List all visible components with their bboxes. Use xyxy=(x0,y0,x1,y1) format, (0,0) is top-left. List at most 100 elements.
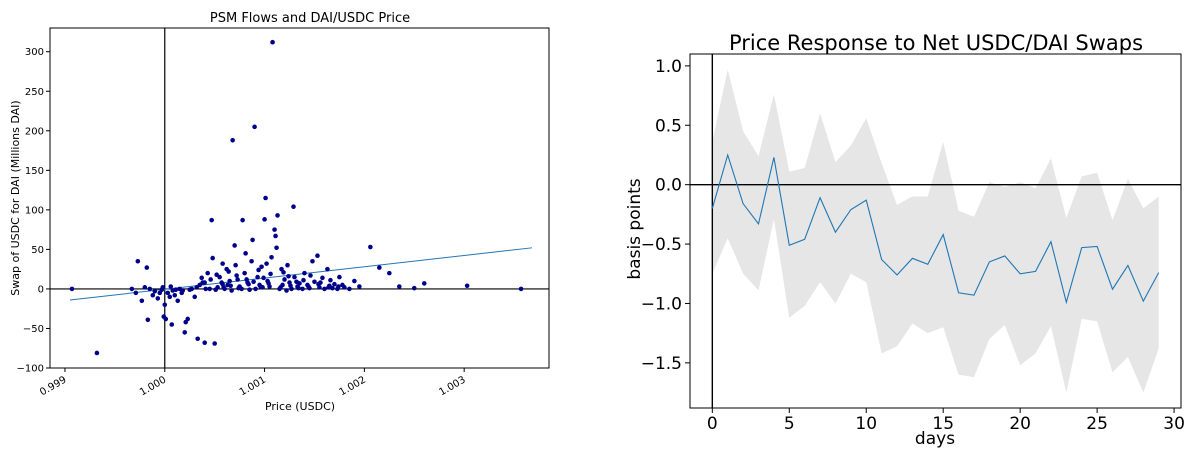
chart1-y-axis-label: Swap of USDC for DAI (Millions DAI) xyxy=(9,100,22,295)
chart1-point xyxy=(377,265,382,270)
chart1-x-tick-label: 1.002 xyxy=(338,375,368,399)
chart1-point xyxy=(368,244,373,250)
chart2-x-tick-label: 15 xyxy=(932,414,954,434)
chart1-point xyxy=(185,316,191,322)
chart1-point xyxy=(337,274,342,280)
chart1-y-tick-label: 250 xyxy=(25,87,44,98)
chart1-point xyxy=(221,285,226,290)
chart1-points xyxy=(69,39,524,356)
chart1-reference-lines xyxy=(50,28,549,368)
chart1-point xyxy=(268,271,273,277)
chart1-point xyxy=(252,124,257,130)
chart1-point xyxy=(326,285,331,290)
chart1-point xyxy=(129,286,135,292)
chart1-y-tick-label: 0 xyxy=(38,284,44,295)
chart1-point xyxy=(227,278,232,284)
chart1-fit-line-group xyxy=(69,247,533,301)
chart1-x-tick-label: 1.001 xyxy=(238,375,268,399)
chart1-point xyxy=(162,302,168,308)
chart1-point xyxy=(262,217,267,222)
chart1-point xyxy=(518,286,524,292)
chart1-point xyxy=(286,273,291,279)
chart1-point xyxy=(291,204,296,209)
chart1-point xyxy=(302,270,307,276)
chart1-point xyxy=(284,288,289,293)
chart2-x-axis-label: days xyxy=(915,429,955,449)
chart1-point xyxy=(192,294,198,300)
chart1-point xyxy=(160,285,166,290)
chart1-point xyxy=(214,272,219,278)
chart2-response-line-group xyxy=(711,153,1160,305)
chart1-point xyxy=(301,277,306,283)
chart1-point xyxy=(249,258,254,264)
chart1-point xyxy=(264,261,269,266)
chart1-point xyxy=(312,279,317,285)
chart1-point xyxy=(274,245,279,251)
chart1-point xyxy=(145,317,151,323)
chart1-point xyxy=(292,274,297,280)
chart2-y-tick-label: −0.5 xyxy=(641,235,682,255)
chart1-point xyxy=(244,277,249,282)
chart1-point xyxy=(285,262,290,268)
psm-scatter-chart: PSM Flows and DAI/USDC Price 0.999 1.000 1… xyxy=(9,11,550,413)
chart1-point xyxy=(306,284,311,289)
chart1-point xyxy=(275,213,280,218)
chart1-point xyxy=(163,316,169,322)
chart1-point xyxy=(228,283,233,289)
chart2-response-line xyxy=(711,153,1160,305)
chart1-point xyxy=(182,330,188,335)
chart1-point xyxy=(281,270,286,275)
chart1-x-tick-label: 1.003 xyxy=(437,375,467,399)
chart1-point xyxy=(270,39,275,45)
chart1-point xyxy=(397,284,402,289)
chart1-point xyxy=(464,283,470,289)
chart1-point xyxy=(220,261,225,266)
chart1-point xyxy=(246,281,251,287)
chart1-point xyxy=(282,277,287,282)
chart1-y-tick-label: 50 xyxy=(31,245,44,256)
chart2-y-tick-label: 0.0 xyxy=(655,176,682,196)
chart1-point xyxy=(342,285,347,290)
chart2-title: Price Response to Net USDC/DAI Swaps xyxy=(729,31,1143,55)
chart2-y-tick-label: 1.0 xyxy=(655,57,682,77)
chart1-point xyxy=(294,279,299,285)
chart1-y-ticks: −100 −50 0 50 100 150 200 250 300 xyxy=(17,47,50,375)
chart1-point xyxy=(332,281,337,287)
chart1-point xyxy=(135,258,141,264)
chart1-y-tick-label: −100 xyxy=(17,364,44,375)
chart2-x-tick-label: 25 xyxy=(1086,414,1108,434)
chart1-point xyxy=(202,340,207,346)
chart1-point xyxy=(242,270,247,276)
chart1-point xyxy=(205,270,210,276)
chart1-point xyxy=(69,286,75,292)
chart1-x-axis-label: Price (USDC) xyxy=(265,400,335,413)
chart2-x-tick-label: 0 xyxy=(707,414,718,434)
chart1-y-tick-label: 300 xyxy=(25,47,44,58)
chart1-point xyxy=(233,262,238,268)
chart1-point xyxy=(189,286,195,292)
chart1-point xyxy=(175,298,181,304)
chart1-point xyxy=(278,285,283,290)
chart2-y-axis-label: basis points xyxy=(625,178,645,279)
chart1-point xyxy=(251,279,256,285)
chart2-plot-area xyxy=(689,53,1182,409)
chart1-point xyxy=(272,227,277,232)
chart1-y-tick-label: −50 xyxy=(23,324,44,335)
chart1-point xyxy=(202,280,207,285)
chart1-point xyxy=(261,275,266,281)
chart1-point xyxy=(316,281,321,287)
chart1-point xyxy=(229,288,234,293)
price-response-chart: Price Response to Net USDC/DAI Swaps 0 5 1… xyxy=(625,31,1185,449)
chart1-point xyxy=(208,277,213,282)
chart1-point xyxy=(259,264,264,270)
chart1-x-tick-label: 0.999 xyxy=(38,375,68,399)
chart1-point xyxy=(347,286,352,292)
chart1-point xyxy=(256,267,261,273)
chart1-point xyxy=(152,289,158,294)
chart1-point xyxy=(320,275,325,281)
chart1-point xyxy=(296,285,301,291)
chart1-point xyxy=(288,283,293,289)
chart1-point xyxy=(232,243,237,248)
chart1-point xyxy=(133,290,139,296)
